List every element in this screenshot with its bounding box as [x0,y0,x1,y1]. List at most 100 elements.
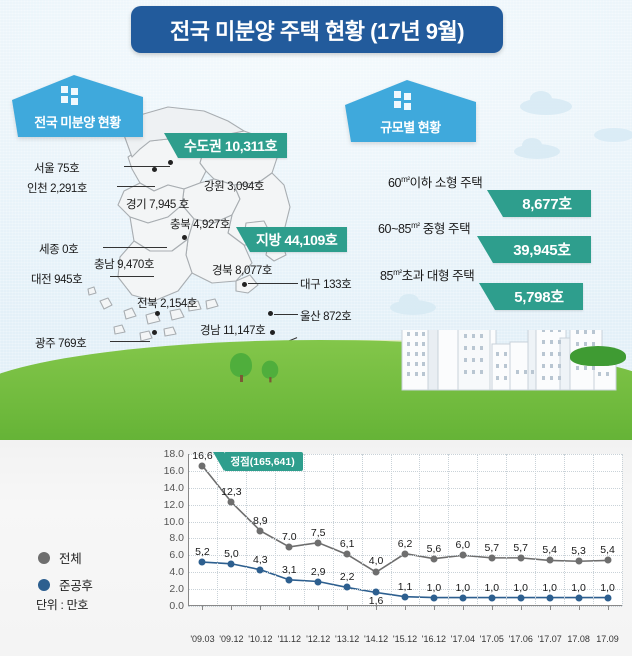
page-title: 전국 미분양 주택 현황 (17년 9월) [131,6,503,53]
data-point [604,594,612,602]
legend-dot-total [38,551,50,564]
data-point [343,583,351,591]
x-axis-tickmark [491,606,493,610]
x-axis-tickmark [347,606,349,610]
gridline-vertical [216,454,218,606]
data-point [343,550,351,558]
legend-label-total: 전체 [59,552,82,566]
x-axis-tickmark [462,606,464,610]
gridline-vertical [564,454,566,606]
x-axis-tickmark [376,606,378,610]
legend-item-after: 준공후 [38,575,93,594]
scale-row-large-label: 85m²초과 대형 주택 [380,267,475,283]
data-point-label: 4,0 [368,555,384,568]
x-axis-label: '17.07 [537,634,562,644]
leader-line [117,186,155,187]
tree-icon [230,353,252,382]
data-point-label: 3,1 [281,563,297,576]
map-label-gwangju: 광주 769호 [35,338,87,350]
x-axis-tickmark [578,606,580,610]
x-axis-label: 17.09 [596,634,619,644]
cloud-icon [514,138,560,159]
gridline-vertical [593,454,595,606]
x-axis-label: '12.12 [306,634,331,644]
chart-panel: 미분양 주택수 전체 준공후 단위 : 만호 16,612,38,97.07,5… [0,440,632,656]
x-axis-label: '15.12 [392,634,418,644]
data-point-label: 2,9 [310,565,326,578]
scale-value-medium-text: 39,945호 [513,242,571,259]
data-point-label: 1,0 [513,581,529,594]
data-point [314,578,322,585]
data-point-label: 5,7 [513,541,529,554]
chart-unit-label: 단위 : 만호 [36,598,89,612]
landscape-illustration [0,330,632,440]
data-point [372,588,380,596]
data-point-label: 8,9 [253,514,268,527]
scale-value-medium: 39,945호 [477,236,591,263]
scale-row-large: 85m²초과 대형 주택 [380,265,630,284]
x-axis-tickmark [318,606,320,610]
data-point [575,557,583,565]
y-axis-tick: 18.0 [163,448,184,460]
gridline-horizontal [188,504,622,506]
leader-line [274,314,298,315]
data-point [227,498,235,506]
data-point [198,462,206,470]
map-dot-chungbuk [182,235,187,240]
map-label-seoul: 서울 75호 [34,163,80,175]
map-dot-jeonbuk [155,311,160,316]
banner-jibang: 지방 44,109호 [235,227,348,252]
data-point [256,566,264,574]
data-point-label: 4,3 [253,553,268,566]
map-panel: 전국 미분양 주택 현황 (17년 9월) [0,0,632,440]
section-header-scale: 규모별 현황 [345,80,476,142]
x-axis-tickmark [433,606,435,610]
x-axis-label: '09.12 [219,634,244,644]
data-point-label: 1,0 [484,581,500,594]
data-point [546,556,554,564]
gridline-vertical [390,454,392,606]
data-point-label: 1,0 [542,581,557,594]
x-axis-tickmark [231,606,233,610]
section-header-scale-label: 규모별 현황 [380,120,441,135]
data-point-label: 5,4 [600,544,615,557]
data-point [488,594,496,602]
data-point-label: 7,5 [310,526,326,539]
scale-row-medium-label: 60~85m² 중형 주택 [378,220,471,236]
leader-line [110,276,154,277]
leader-line [248,283,298,284]
x-axis-label: '16.12 [421,634,447,644]
scale-value-small-text: 8,677호 [522,196,572,213]
map-dot-gwangju [152,330,157,335]
page-title-text: 전국 미분양 주택 현황 (17년 9월) [169,18,465,44]
x-axis-tickmark [607,606,609,610]
data-point [285,576,293,584]
data-point-label: 6,0 [455,539,471,552]
data-point [372,568,380,576]
map-dot-seoul [168,160,173,165]
data-point [227,560,235,568]
y-axis-tick: 12.0 [163,498,184,511]
map-label-gyeongnam: 경남 11,147호 [200,325,266,337]
scale-row-medium: 60~85m² 중형 주택 [378,218,628,237]
map-label-jeonbuk: 전북 2,154호 [137,298,198,310]
gridline-vertical [245,454,247,606]
legend-item-total: 전체 [38,548,93,567]
map-label-gyeongbuk: 경북 8,077호 [212,265,273,277]
y-axis [188,454,189,606]
x-axis-label: '14.12 [363,634,389,644]
x-axis-label: '11.12 [277,634,302,644]
y-axis-tick: 0.0 [169,600,184,612]
data-point-label: 7.0 [281,530,297,543]
banner-sudogwon-label: 수도권 10,311호 [184,137,278,154]
y-axis-tick: 2.0 [169,583,184,596]
gridline-vertical [274,454,276,606]
x-axis-label: '10.12 [248,634,273,644]
map-label-chungbuk: 충북 4,927호 [170,219,231,231]
data-point [198,558,206,566]
data-point-label: 1,0 [455,581,471,594]
leader-line [103,247,167,248]
data-point [459,594,467,602]
map-dot-incheon [152,167,157,172]
